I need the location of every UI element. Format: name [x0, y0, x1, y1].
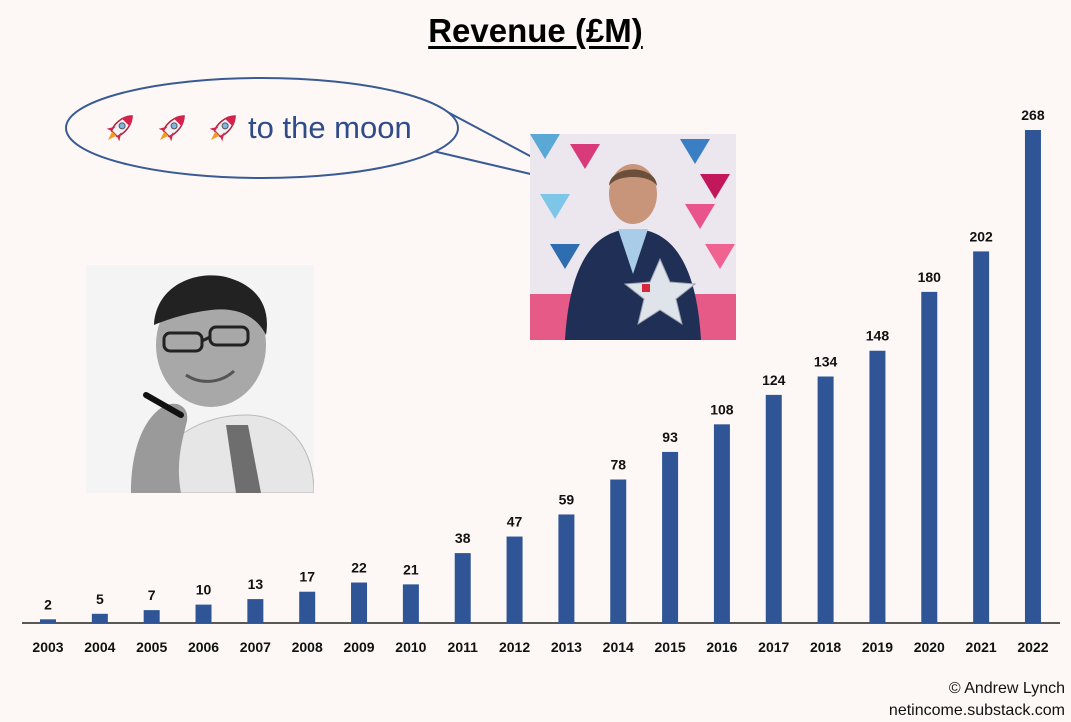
data-label: 268: [1021, 107, 1045, 123]
bar-2016: [713, 424, 730, 623]
bar-2017: [765, 394, 782, 623]
bar-2022: [1024, 130, 1041, 623]
bar-2011: [454, 553, 471, 623]
data-label: 21: [403, 561, 419, 577]
data-label: 78: [610, 457, 626, 473]
data-label: 38: [455, 530, 471, 546]
x-tick-label: 2012: [499, 639, 530, 655]
rocket-icon: [158, 115, 185, 142]
speech-bubble-text: to the moon: [248, 110, 412, 145]
data-label: 93: [662, 429, 678, 445]
data-label: 202: [969, 228, 993, 244]
x-tick-label: 2009: [343, 639, 374, 655]
credit: © Andrew Lynch netincome.substack.com: [889, 678, 1065, 722]
bar-2019: [869, 350, 886, 623]
data-label: 124: [762, 372, 786, 388]
x-tick-label: 2019: [862, 639, 893, 655]
data-label: 59: [559, 491, 575, 507]
bar-2021: [973, 251, 990, 623]
data-label: 7: [148, 587, 156, 603]
data-label: 134: [814, 354, 838, 370]
bar-2008: [299, 591, 316, 623]
bar-2007: [247, 599, 264, 623]
bar-2006: [195, 604, 212, 623]
data-label: 148: [866, 328, 890, 344]
data-label: 2: [44, 596, 52, 612]
x-tick-label: 2007: [240, 639, 271, 655]
bar-2010: [402, 584, 419, 623]
data-label: 180: [918, 269, 942, 285]
tick-labels-group: 2003 2004 2005 2006 2007 2008 2009 2010 2011 2012…: [32, 639, 1048, 655]
person-photo-bw: [86, 265, 314, 493]
data-label: 17: [299, 569, 315, 585]
x-tick-label: 2013: [551, 639, 582, 655]
x-tick-label: 2015: [655, 639, 686, 655]
data-label: 10: [196, 582, 212, 598]
bar-2018: [817, 376, 834, 623]
bar-2014: [610, 479, 627, 623]
data-label: 13: [248, 576, 264, 592]
bar-labels-group: 2 5 7 10 13 17 22 21 38 47 59 78 93 108 124 134 148 180 20…: [44, 107, 1045, 612]
bar-2015: [662, 451, 679, 623]
x-tick-label: 2005: [136, 639, 167, 655]
x-tick-label: 2010: [395, 639, 426, 655]
bar-2005: [143, 610, 160, 623]
bar-2012: [506, 536, 523, 623]
x-tick-label: 2016: [706, 639, 737, 655]
bar-2009: [351, 582, 368, 623]
x-tick-label: 2011: [448, 639, 479, 655]
data-label: 22: [351, 560, 367, 576]
bar-2003: [40, 619, 56, 623]
credit-author: © Andrew Lynch: [948, 680, 1065, 697]
person-photo-award: [530, 134, 736, 340]
data-label: 108: [710, 401, 734, 417]
data-label: 47: [507, 514, 523, 530]
x-tick-label: 2008: [292, 639, 323, 655]
data-label: 5: [96, 591, 104, 607]
chart-title: Revenue (£M): [428, 12, 643, 49]
x-tick-label: 2022: [1017, 639, 1048, 655]
rocket-icon: [106, 115, 133, 142]
bars-group: [40, 130, 1041, 623]
x-tick-label: 2021: [966, 639, 997, 655]
x-tick-label: 2020: [914, 639, 945, 655]
bar-2013: [558, 514, 575, 623]
credit-source: netincome.substack.com: [888, 702, 1065, 719]
x-tick-label: 2017: [758, 639, 789, 655]
x-tick-label: 2018: [810, 639, 841, 655]
x-tick-label: 2006: [188, 639, 219, 655]
rocket-icon: [209, 115, 236, 142]
x-tick-label: 2004: [84, 639, 115, 655]
bar-2004: [91, 613, 108, 623]
x-tick-label: 2014: [603, 639, 634, 655]
x-tick-label: 2003: [32, 639, 63, 655]
bar-2020: [921, 291, 938, 623]
